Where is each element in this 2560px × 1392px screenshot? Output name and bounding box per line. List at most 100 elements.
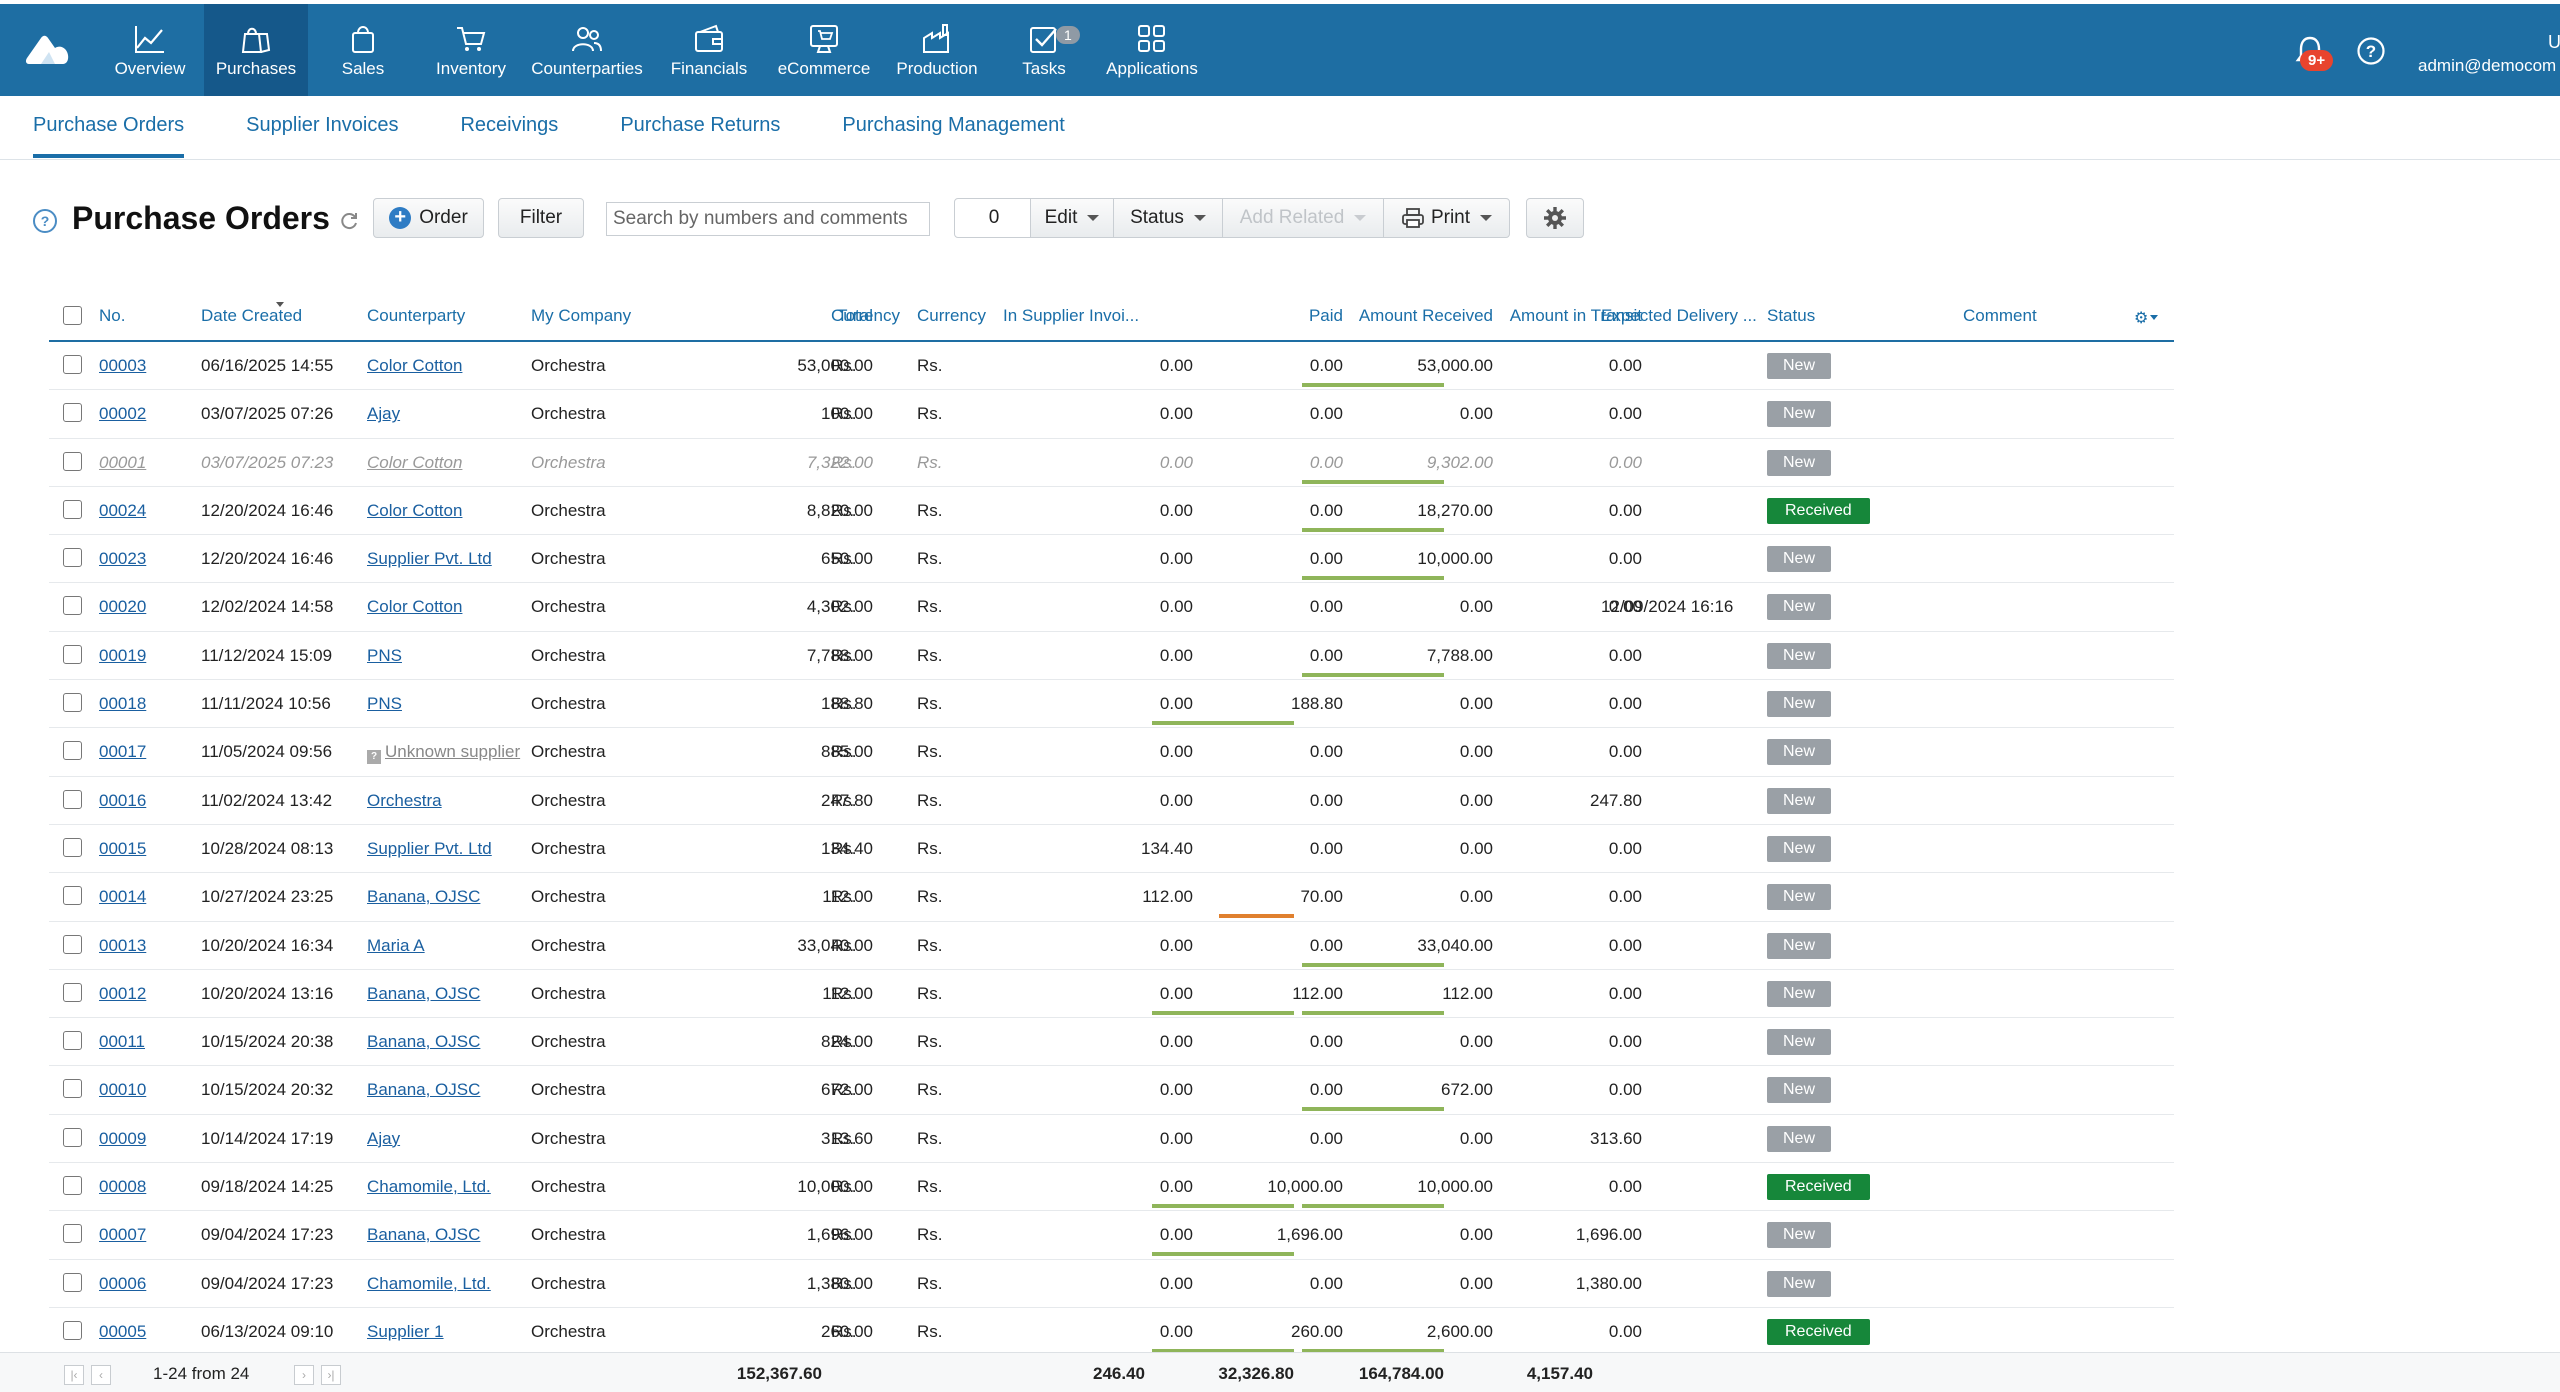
- status-badge[interactable]: New: [1767, 1077, 1832, 1104]
- status-badge[interactable]: New: [1767, 594, 1832, 621]
- row-checkbox[interactable]: [63, 934, 82, 954]
- status-badge[interactable]: New: [1767, 449, 1832, 476]
- row-checkbox[interactable]: [63, 1127, 82, 1147]
- counterparty-link[interactable]: Banana, OJSC: [367, 887, 481, 907]
- counterparty-link[interactable]: PNS: [367, 694, 402, 714]
- col-amount-received[interactable]: Amount Received: [1358, 306, 1493, 325]
- tab-receivings[interactable]: Receivings: [460, 113, 559, 136]
- table-row[interactable]: 00007 09/04/2024 17:23 Banana, OJSC Orchest…: [49, 1211, 2174, 1260]
- status-badge[interactable]: Received: [1767, 1318, 1870, 1345]
- status-badge[interactable]: New: [1767, 835, 1832, 862]
- nav-item-ecommerce[interactable]: eCommerce: [768, 4, 880, 96]
- row-checkbox[interactable]: [63, 1176, 82, 1196]
- last-page-button[interactable]: ›|: [321, 1365, 341, 1385]
- col-my-company[interactable]: My Company: [531, 306, 632, 325]
- status-badge[interactable]: New: [1767, 932, 1832, 959]
- tab-supplier-invoices[interactable]: Supplier Invoices: [246, 113, 399, 136]
- print-dropdown[interactable]: Print: [1383, 198, 1510, 238]
- order-number-link[interactable]: 00020: [99, 597, 147, 617]
- add-related-dropdown[interactable]: Add Related: [1222, 198, 1384, 238]
- nav-item-sales[interactable]: Sales: [308, 4, 418, 96]
- order-number-link[interactable]: 00024: [99, 500, 147, 520]
- counterparty-link[interactable]: Maria A: [367, 935, 425, 955]
- col-date-created[interactable]: Date Created: [201, 306, 303, 325]
- col-no[interactable]: No.: [99, 306, 126, 325]
- edit-dropdown[interactable]: Edit: [1030, 198, 1114, 238]
- status-badge[interactable]: Received: [1767, 497, 1870, 524]
- status-badge[interactable]: New: [1767, 546, 1832, 573]
- table-row[interactable]: 00020 12/02/2024 14:58 Color Cotton Orchest…: [49, 583, 2174, 632]
- counterparty-link[interactable]: Banana, OJSC: [367, 1225, 481, 1245]
- table-row[interactable]: 00023 12/20/2024 16:46 Supplier Pvt. Ltd Or…: [49, 535, 2174, 584]
- status-badge[interactable]: New: [1767, 980, 1832, 1007]
- row-checkbox[interactable]: [63, 1031, 82, 1051]
- table-row[interactable]: 00015 10/28/2024 08:13 Supplier Pvt. Ltd Or…: [49, 825, 2174, 874]
- order-number-link[interactable]: 00019: [99, 645, 147, 665]
- order-number-link[interactable]: 00002: [99, 404, 147, 424]
- counterparty-link[interactable]: Orchestra: [367, 790, 442, 810]
- order-number-link[interactable]: 00012: [99, 983, 147, 1003]
- table-row[interactable]: 00013 10/20/2024 16:34 Maria A Orchestra 33,…: [49, 922, 2174, 970]
- filter-button[interactable]: Filter: [498, 198, 584, 238]
- nav-item-purchases[interactable]: Purchases: [204, 4, 308, 96]
- table-row[interactable]: 00006 09/04/2024 17:23 Chamomile, Ltd. Orch…: [49, 1260, 2174, 1308]
- counterparty-link[interactable]: Color Cotton: [367, 500, 463, 520]
- table-row[interactable]: 00010 10/15/2024 20:32 Banana, OJSC Orchest…: [49, 1066, 2174, 1115]
- row-checkbox[interactable]: [63, 548, 82, 568]
- row-checkbox[interactable]: [63, 1272, 82, 1292]
- order-number-link[interactable]: 00015: [99, 838, 147, 858]
- counterparty-link[interactable]: Chamomile, Ltd.: [367, 1177, 491, 1197]
- col-total[interactable]: Total: [837, 306, 873, 325]
- refresh-icon[interactable]: [338, 210, 360, 232]
- col-counterparty[interactable]: Counterparty: [367, 306, 466, 325]
- counterparty-link[interactable]: Banana, OJSC: [367, 1032, 481, 1052]
- counterparty-link[interactable]: Ajay: [367, 404, 401, 424]
- col-currency-2[interactable]: Currency: [917, 306, 986, 325]
- nav-item-counterparties[interactable]: Counterparties: [524, 4, 650, 96]
- col-paid[interactable]: Paid: [1308, 306, 1343, 325]
- col-amount-in-transit[interactable]: Amount in Transit: [1509, 306, 1642, 325]
- row-checkbox[interactable]: [63, 1320, 82, 1340]
- table-row[interactable]: 00008 09/18/2024 14:25 Chamomile, Ltd. Orch…: [49, 1163, 2174, 1212]
- status-badge[interactable]: New: [1767, 787, 1832, 814]
- order-number-link[interactable]: 00013: [99, 935, 147, 955]
- col-comment[interactable]: Comment: [1963, 306, 2037, 325]
- table-row[interactable]: 00024 12/20/2024 16:46 Color Cotton Orchest…: [49, 487, 2174, 536]
- order-number-link[interactable]: 00008: [99, 1177, 147, 1197]
- table-row[interactable]: 00014 10/27/2024 23:25 Banana, OJSC Orchest…: [49, 873, 2174, 922]
- order-number-link[interactable]: 00017: [99, 742, 147, 762]
- row-checkbox[interactable]: [63, 837, 82, 857]
- counterparty-link[interactable]: Chamomile, Ltd.: [367, 1273, 491, 1293]
- user-initial[interactable]: U: [2548, 32, 2560, 52]
- order-number-link[interactable]: 00003: [99, 356, 147, 375]
- table-row[interactable]: 00011 10/15/2024 20:38 Banana, OJSC Orchest…: [49, 1018, 2174, 1067]
- counterparty-link[interactable]: Color Cotton: [367, 452, 463, 472]
- status-badge[interactable]: New: [1767, 1222, 1832, 1249]
- order-number-link[interactable]: 00010: [99, 1080, 147, 1100]
- row-checkbox[interactable]: [63, 355, 82, 374]
- table-row[interactable]: 00009 10/14/2024 17:19 Ajay Orchestra 313.60…: [49, 1115, 2174, 1164]
- order-number-link[interactable]: 00001: [99, 452, 147, 472]
- table-row[interactable]: 00017 11/05/2024 09:56? Unknown supplier Or…: [49, 728, 2174, 777]
- status-badge[interactable]: Received: [1767, 1174, 1870, 1201]
- status-badge[interactable]: New: [1767, 401, 1832, 428]
- nav-item-overview[interactable]: Overview: [96, 4, 204, 96]
- counterparty-link[interactable]: Supplier Pvt. Ltd: [367, 549, 492, 569]
- row-checkbox[interactable]: [63, 789, 82, 809]
- order-number-link[interactable]: 00016: [99, 790, 147, 810]
- column-settings-icon[interactable]: ⚙: [2134, 308, 2159, 328]
- nav-item-inventory[interactable]: Inventory: [418, 4, 524, 96]
- status-dropdown[interactable]: Status: [1113, 198, 1223, 238]
- counterparty-link[interactable]: Supplier Pvt. Ltd: [367, 838, 492, 858]
- row-checkbox[interactable]: [63, 1224, 82, 1244]
- tab-purchasing-management[interactable]: Purchasing Management: [842, 113, 1065, 136]
- search-input[interactable]: [606, 202, 930, 236]
- table-row[interactable]: 00018 11/11/2024 10:56 PNS Orchestra 188.80 R…: [49, 680, 2174, 729]
- row-checkbox[interactable]: [63, 982, 82, 1002]
- nav-item-production[interactable]: Production: [880, 4, 994, 96]
- table-row[interactable]: 00019 11/12/2024 15:09 PNS Orchestra 7,788.0…: [49, 632, 2174, 681]
- row-checkbox[interactable]: [63, 693, 82, 713]
- order-number-link[interactable]: 00011: [99, 1032, 146, 1052]
- logo[interactable]: [0, 4, 96, 96]
- row-checkbox[interactable]: [63, 886, 82, 906]
